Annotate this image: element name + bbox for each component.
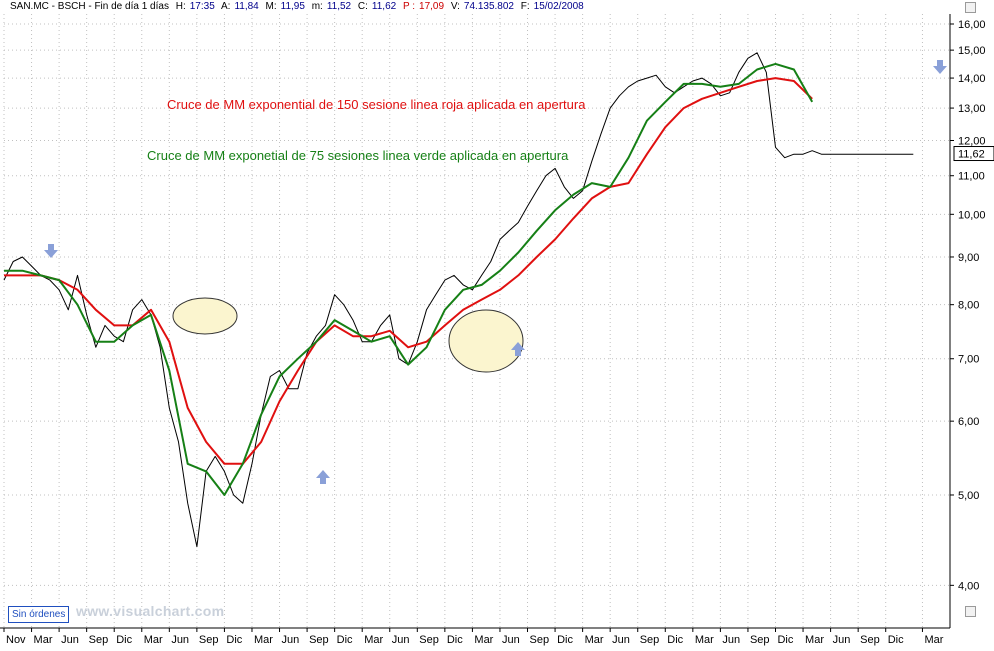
x-tick-label: Mar bbox=[34, 634, 53, 646]
axes: 4,00 5,00 6,00 7,00 8,00 9,00 10,00 11,00 12,00 1… bbox=[0, 14, 994, 646]
x-tick-label: Jun bbox=[171, 634, 189, 646]
last-price-box bbox=[953, 146, 994, 162]
ma75-line bbox=[4, 62, 814, 496]
y-tick-label: 12,00 bbox=[958, 135, 986, 147]
symbol-label: SAN.MC - BSCH - Fin de día 1 días bbox=[10, 1, 169, 12]
x-tick-label: Dic bbox=[116, 634, 132, 646]
sell-arrow-icon bbox=[44, 244, 58, 258]
x-tick-label: Jun bbox=[722, 634, 740, 646]
y-tick-label: 15,00 bbox=[958, 45, 986, 57]
quote-header: SAN.MC - BSCH - Fin de día 1 días H: 17:3… bbox=[0, 0, 970, 16]
crossover-highlight bbox=[172, 297, 238, 335]
pct-value: 17,09 bbox=[419, 1, 445, 12]
x-tick-label: Dic bbox=[888, 634, 904, 646]
x-tick-label: Dic bbox=[777, 634, 793, 646]
x-tick-label: Jun bbox=[502, 634, 520, 646]
y-tick-label: 16,00 bbox=[958, 19, 986, 31]
scroll-up-button[interactable] bbox=[965, 2, 976, 13]
sell-arrow-icon bbox=[933, 60, 947, 74]
x-tick-label: Sep bbox=[419, 634, 439, 646]
y-tick-label: 7,00 bbox=[958, 354, 979, 366]
x-tick-label: Mar bbox=[144, 634, 163, 646]
volume-value: 74.135.802 bbox=[463, 1, 514, 12]
x-tick-label: Sep bbox=[199, 634, 219, 646]
y-tick-label: 8,00 bbox=[958, 300, 979, 312]
x-tick-label: Sep bbox=[750, 634, 770, 646]
watermark-text: www.visualchart.com bbox=[76, 603, 225, 619]
time-value: 17:35 bbox=[189, 1, 215, 12]
x-tick-label: Sep bbox=[860, 634, 880, 646]
high-caption: M: bbox=[265, 1, 277, 12]
open-caption: A: bbox=[221, 1, 231, 12]
x-tick-label: Mar bbox=[924, 634, 943, 646]
y-tick-label: 10,00 bbox=[958, 209, 986, 221]
x-tick-label: Jun bbox=[61, 634, 79, 646]
annotations: Cruce de MM exponential de 150 sesione l… bbox=[147, 97, 586, 163]
x-tick-label: Jun bbox=[282, 634, 300, 646]
annotation-text: Cruce de MM exponential de 150 sesione l… bbox=[167, 97, 586, 112]
buy-arrow-icon bbox=[316, 470, 330, 484]
y-tick-label: 9,00 bbox=[958, 252, 979, 264]
volume-caption: V: bbox=[450, 1, 460, 12]
time-caption: H: bbox=[175, 1, 186, 12]
highlight-ellipses bbox=[172, 297, 524, 373]
x-tick-label: Mar bbox=[805, 634, 824, 646]
scroll-down-button[interactable] bbox=[965, 606, 976, 617]
low-value: 11,52 bbox=[326, 1, 352, 12]
x-tick-label: Sep bbox=[640, 634, 660, 646]
x-tick-label: Dic bbox=[557, 634, 573, 646]
last-price-label: 11,62 bbox=[958, 149, 985, 161]
signal-arrows bbox=[44, 60, 947, 484]
series bbox=[3, 52, 914, 548]
pct-caption: P : bbox=[402, 1, 416, 12]
x-tick-label: Nov bbox=[6, 634, 26, 646]
y-tick-label: 11,00 bbox=[958, 171, 985, 183]
close-caption: C: bbox=[357, 1, 368, 12]
y-tick-label: 4,00 bbox=[958, 580, 979, 592]
crossover-highlight bbox=[448, 309, 524, 373]
x-tick-label: Dic bbox=[226, 634, 242, 646]
ma150-line bbox=[4, 77, 813, 465]
x-tick-label: Jun bbox=[392, 634, 410, 646]
orders-button[interactable]: Sin órdenes bbox=[8, 606, 70, 623]
open-value: 11,84 bbox=[234, 1, 259, 12]
x-tick-label: Dic bbox=[337, 634, 353, 646]
y-tick-label: 5,00 bbox=[958, 490, 979, 502]
x-tick-label: Mar bbox=[474, 634, 493, 646]
x-tick-label: Mar bbox=[585, 634, 604, 646]
annotation-text: Cruce de MM exponetial de 75 sesiones li… bbox=[147, 148, 569, 163]
x-tick-label: Sep bbox=[309, 634, 329, 646]
x-tick-label: Dic bbox=[447, 634, 463, 646]
low-caption: m: bbox=[311, 1, 323, 12]
buy-arrow-icon bbox=[511, 342, 525, 356]
x-tick-label: Jun bbox=[833, 634, 851, 646]
x-tick-label: Sep bbox=[89, 634, 109, 646]
y-tick-label: 6,00 bbox=[958, 416, 979, 428]
x-tick-label: Dic bbox=[667, 634, 683, 646]
y-tick-label: 14,00 bbox=[958, 73, 986, 85]
x-tick-label: Mar bbox=[254, 634, 273, 646]
x-tick-label: Jun bbox=[612, 634, 630, 646]
x-tick-label: Mar bbox=[695, 634, 714, 646]
high-value: 11,95 bbox=[280, 1, 305, 12]
y-tick-label: 13,00 bbox=[958, 103, 986, 115]
date-value: 15/02/2008 bbox=[533, 1, 584, 12]
x-tick-label: Sep bbox=[530, 634, 550, 646]
close-value: 11,62 bbox=[371, 1, 397, 12]
date-caption: F: bbox=[520, 1, 530, 12]
x-tick-label: Mar bbox=[364, 634, 383, 646]
